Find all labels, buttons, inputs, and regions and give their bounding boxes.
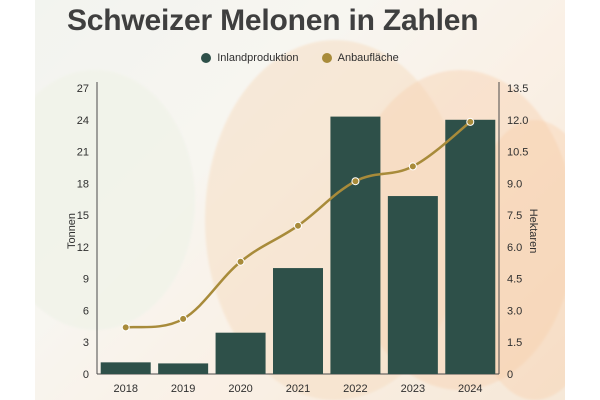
legend-label: Anbaufläche	[337, 52, 399, 64]
y2-tick-label: 7.5	[507, 210, 522, 222]
y-tick-label: 18	[77, 178, 89, 190]
x-tick-label: 2023	[401, 383, 425, 395]
y2-tick-label: 12.0	[507, 115, 528, 127]
bar-2023	[387, 196, 438, 374]
x-tick-label: 2022	[343, 383, 367, 395]
y2-tick-label: 3.0	[507, 305, 522, 317]
x-tick-label: 2020	[228, 383, 252, 395]
y-tick-label: 12	[77, 242, 89, 254]
y-tick-label: 9	[83, 274, 89, 286]
legend-item-area: Anbaufläche	[321, 52, 399, 64]
bar-2020	[215, 332, 266, 374]
bar-2018	[100, 362, 151, 374]
chart-legend: Inlandproduktion Anbaufläche	[35, 52, 565, 66]
legend-label: Inlandproduktion	[217, 52, 299, 64]
legend-marker	[201, 53, 212, 63]
background-blob	[35, 70, 195, 330]
chart-title: Schweizer Melonen in Zahlen	[67, 4, 479, 37]
y-tick-label: 6	[83, 305, 89, 317]
y-axis-title: Tonnen	[66, 213, 78, 249]
line-point-2022	[351, 177, 360, 186]
bar-2024	[445, 119, 496, 375]
y2-tick-label: 4.5	[507, 274, 522, 286]
y-tick-label: 3	[83, 337, 89, 349]
y2-tick-label: 6.0	[507, 242, 522, 254]
bar-2019	[158, 363, 209, 374]
chart-card: Schweizer Melonen in Zahlen Inlandproduk…	[35, 0, 565, 400]
x-tick-label: 2019	[171, 383, 195, 395]
y2-tick-label: 10.5	[507, 147, 528, 159]
y-tick-label: 27	[77, 83, 89, 95]
line-point-2021	[294, 221, 302, 230]
bar-2022	[330, 116, 381, 374]
legend-item-production: Inlandproduktion	[201, 52, 299, 64]
x-tick-label: 2018	[113, 383, 137, 395]
line-point-2023	[408, 162, 417, 171]
x-tick-label: 2024	[458, 383, 482, 395]
y-tick-label: 0	[83, 369, 89, 381]
legend-marker	[321, 53, 332, 63]
line-point-2020	[236, 257, 245, 266]
bar-2021	[273, 268, 323, 374]
y2-tick-label: 0	[507, 369, 513, 381]
x-tick-label: 2021	[286, 383, 310, 395]
y2-tick-label: 13.5	[507, 83, 528, 95]
line-point-2024	[466, 117, 475, 126]
y-tick-label: 24	[77, 115, 89, 127]
line-point-2019	[179, 314, 188, 323]
y2-tick-label: 1.5	[507, 337, 522, 349]
y-tick-label: 21	[77, 147, 89, 159]
y2-axis-title: Hektaren	[527, 209, 539, 254]
y-tick-label: 15	[77, 210, 89, 222]
chart-plot: 0 3 6 9 12 15 18 21 24 27 0 1.5 3.0 4.5 6.0 7.5 9.0 10.5 1…	[66, 82, 539, 395]
y2-tick-label: 9.0	[507, 178, 522, 190]
line-point-2018	[121, 323, 130, 332]
